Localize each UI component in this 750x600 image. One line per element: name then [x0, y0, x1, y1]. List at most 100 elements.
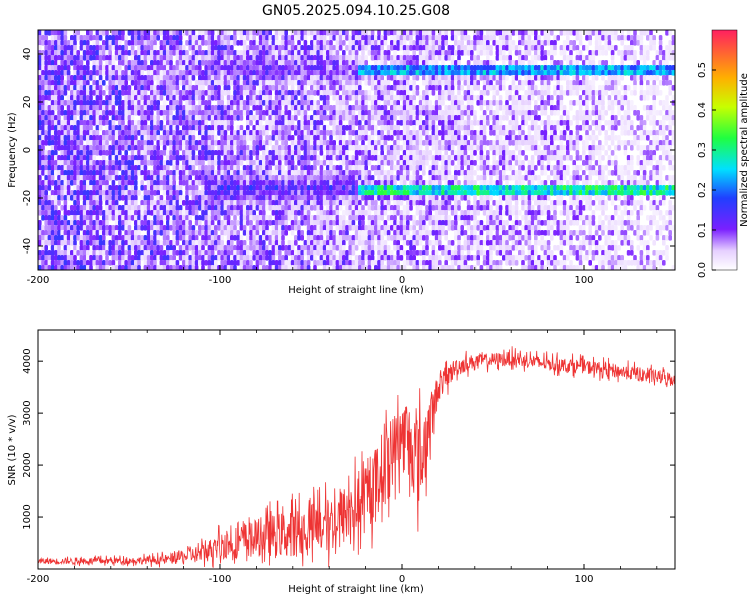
- spectrogram-cell: [86, 260, 90, 266]
- spectrogram-cell: [288, 150, 292, 156]
- spectrogram-cell: [169, 160, 173, 166]
- spectrogram-cell: [220, 225, 224, 231]
- spectrogram-cell: [384, 80, 388, 86]
- spectrogram-cell: [272, 115, 276, 121]
- spectrogram-cell: [60, 180, 64, 186]
- spectrogram-cell: [92, 120, 96, 126]
- spectrogram-cell: [342, 210, 346, 216]
- spectrogram-cell: [256, 130, 260, 136]
- spectrogram-cell: [355, 160, 359, 166]
- spectrogram-cell: [265, 255, 269, 261]
- spectrogram-cell: [310, 165, 314, 171]
- spectrogram-cell: [208, 200, 212, 206]
- spectrogram-cell: [156, 50, 160, 56]
- spectrogram-cell: [214, 115, 218, 121]
- spectrogram-cell: [144, 195, 148, 201]
- spectrogram-cell: [323, 170, 327, 176]
- spectrogram-cell: [291, 185, 295, 191]
- spectrogram-cell: [246, 100, 250, 106]
- spectrogram-cell: [384, 240, 388, 246]
- spectrogram-cell: [57, 135, 61, 141]
- spectrogram-cell: [249, 30, 253, 36]
- spectrogram-cell: [51, 260, 55, 266]
- spectrogram-cell: [54, 205, 58, 211]
- spectrogram-cell: [73, 230, 77, 236]
- spectrogram-cell: [304, 160, 308, 166]
- spectrogram-cell: [364, 230, 368, 236]
- spectrogram-cell: [230, 175, 234, 181]
- spectrogram-cell: [220, 110, 224, 116]
- spectrogram-cell: [64, 240, 68, 246]
- spectrogram-cell: [265, 90, 269, 96]
- spectrogram-cell: [169, 35, 173, 41]
- spectrogram-cell: [294, 210, 298, 216]
- spectrogram-cell: [102, 140, 106, 146]
- spectrogram-cell: [326, 170, 330, 176]
- spectrogram-cell: [176, 220, 180, 226]
- spectrogram-cell: [249, 225, 253, 231]
- spectrogram-cell: [195, 40, 199, 46]
- spectrogram-cell: [67, 120, 71, 126]
- spectrogram-cell: [83, 205, 87, 211]
- spectrogram-cell: [204, 145, 208, 151]
- spectrogram-cell: [128, 130, 132, 136]
- spectrogram-cell: [326, 260, 330, 266]
- spectrogram-cell: [355, 240, 359, 246]
- spectrogram-cell: [51, 80, 55, 86]
- spectrogram-cell: [348, 65, 352, 71]
- spectrogram-cell: [195, 255, 199, 261]
- spectrogram-cell: [128, 205, 132, 211]
- spectrogram-cell: [368, 40, 372, 46]
- spectrogram-cell: [313, 135, 317, 141]
- spectrogram-cell: [54, 135, 58, 141]
- spectrogram-cell: [339, 135, 343, 141]
- spectrogram-cell: [214, 195, 218, 201]
- spectrogram-cell: [160, 135, 164, 141]
- spectrogram-cell: [96, 80, 100, 86]
- spectrogram-cell: [179, 165, 183, 171]
- spectrogram-cell: [153, 220, 157, 226]
- spectrogram-cell: [41, 240, 45, 246]
- spectrogram-cell: [214, 70, 218, 76]
- spectrogram-cell: [297, 105, 301, 111]
- spectrogram-cell: [364, 120, 368, 126]
- spectrogram-cell: [140, 40, 144, 46]
- spectrogram-cell: [233, 180, 237, 186]
- spectrogram-cell: [124, 145, 128, 151]
- spectrogram-cell: [73, 215, 77, 221]
- spectrogram-cell: [275, 240, 279, 246]
- spectrogram-cell: [204, 170, 208, 176]
- spectrogram-cell: [387, 230, 391, 236]
- spectrogram-cell: [387, 55, 391, 61]
- spectrogram-cell: [268, 240, 272, 246]
- spectrogram-cell: [105, 100, 109, 106]
- spectrogram-cell: [380, 260, 384, 266]
- spectrogram-cell: [297, 250, 301, 256]
- spectrogram-cell: [300, 30, 304, 36]
- spectrogram-cell: [390, 170, 394, 176]
- spectrogram-cell: [358, 145, 362, 151]
- spectrogram-cell: [153, 75, 157, 81]
- spectrogram-cell: [118, 110, 122, 116]
- spectrogram-cell: [371, 30, 375, 36]
- spectrogram-cell: [336, 245, 340, 251]
- spectrogram-cell: [112, 130, 116, 136]
- spectrogram-cell: [284, 110, 288, 116]
- spectrogram-cell: [169, 40, 173, 46]
- spectrogram-cell: [352, 120, 356, 126]
- spectrogram-cell: [249, 215, 253, 221]
- spectrogram-cell: [124, 165, 128, 171]
- spectrogram-cell: [348, 205, 352, 211]
- spectrogram-cell: [345, 75, 349, 81]
- spectrogram-cell: [233, 195, 237, 201]
- spectrogram-cell: [92, 160, 96, 166]
- spectrogram-cell: [304, 105, 308, 111]
- spectrogram-cell: [80, 110, 84, 116]
- spectrogram-cell: [96, 115, 100, 121]
- spectrogram-cell: [118, 55, 122, 61]
- spectrogram-cell: [332, 210, 336, 216]
- spectrogram-cell: [307, 135, 311, 141]
- spectrogram-cell: [70, 155, 74, 161]
- spectrogram-cell: [112, 35, 116, 41]
- spectrogram-cell: [256, 160, 260, 166]
